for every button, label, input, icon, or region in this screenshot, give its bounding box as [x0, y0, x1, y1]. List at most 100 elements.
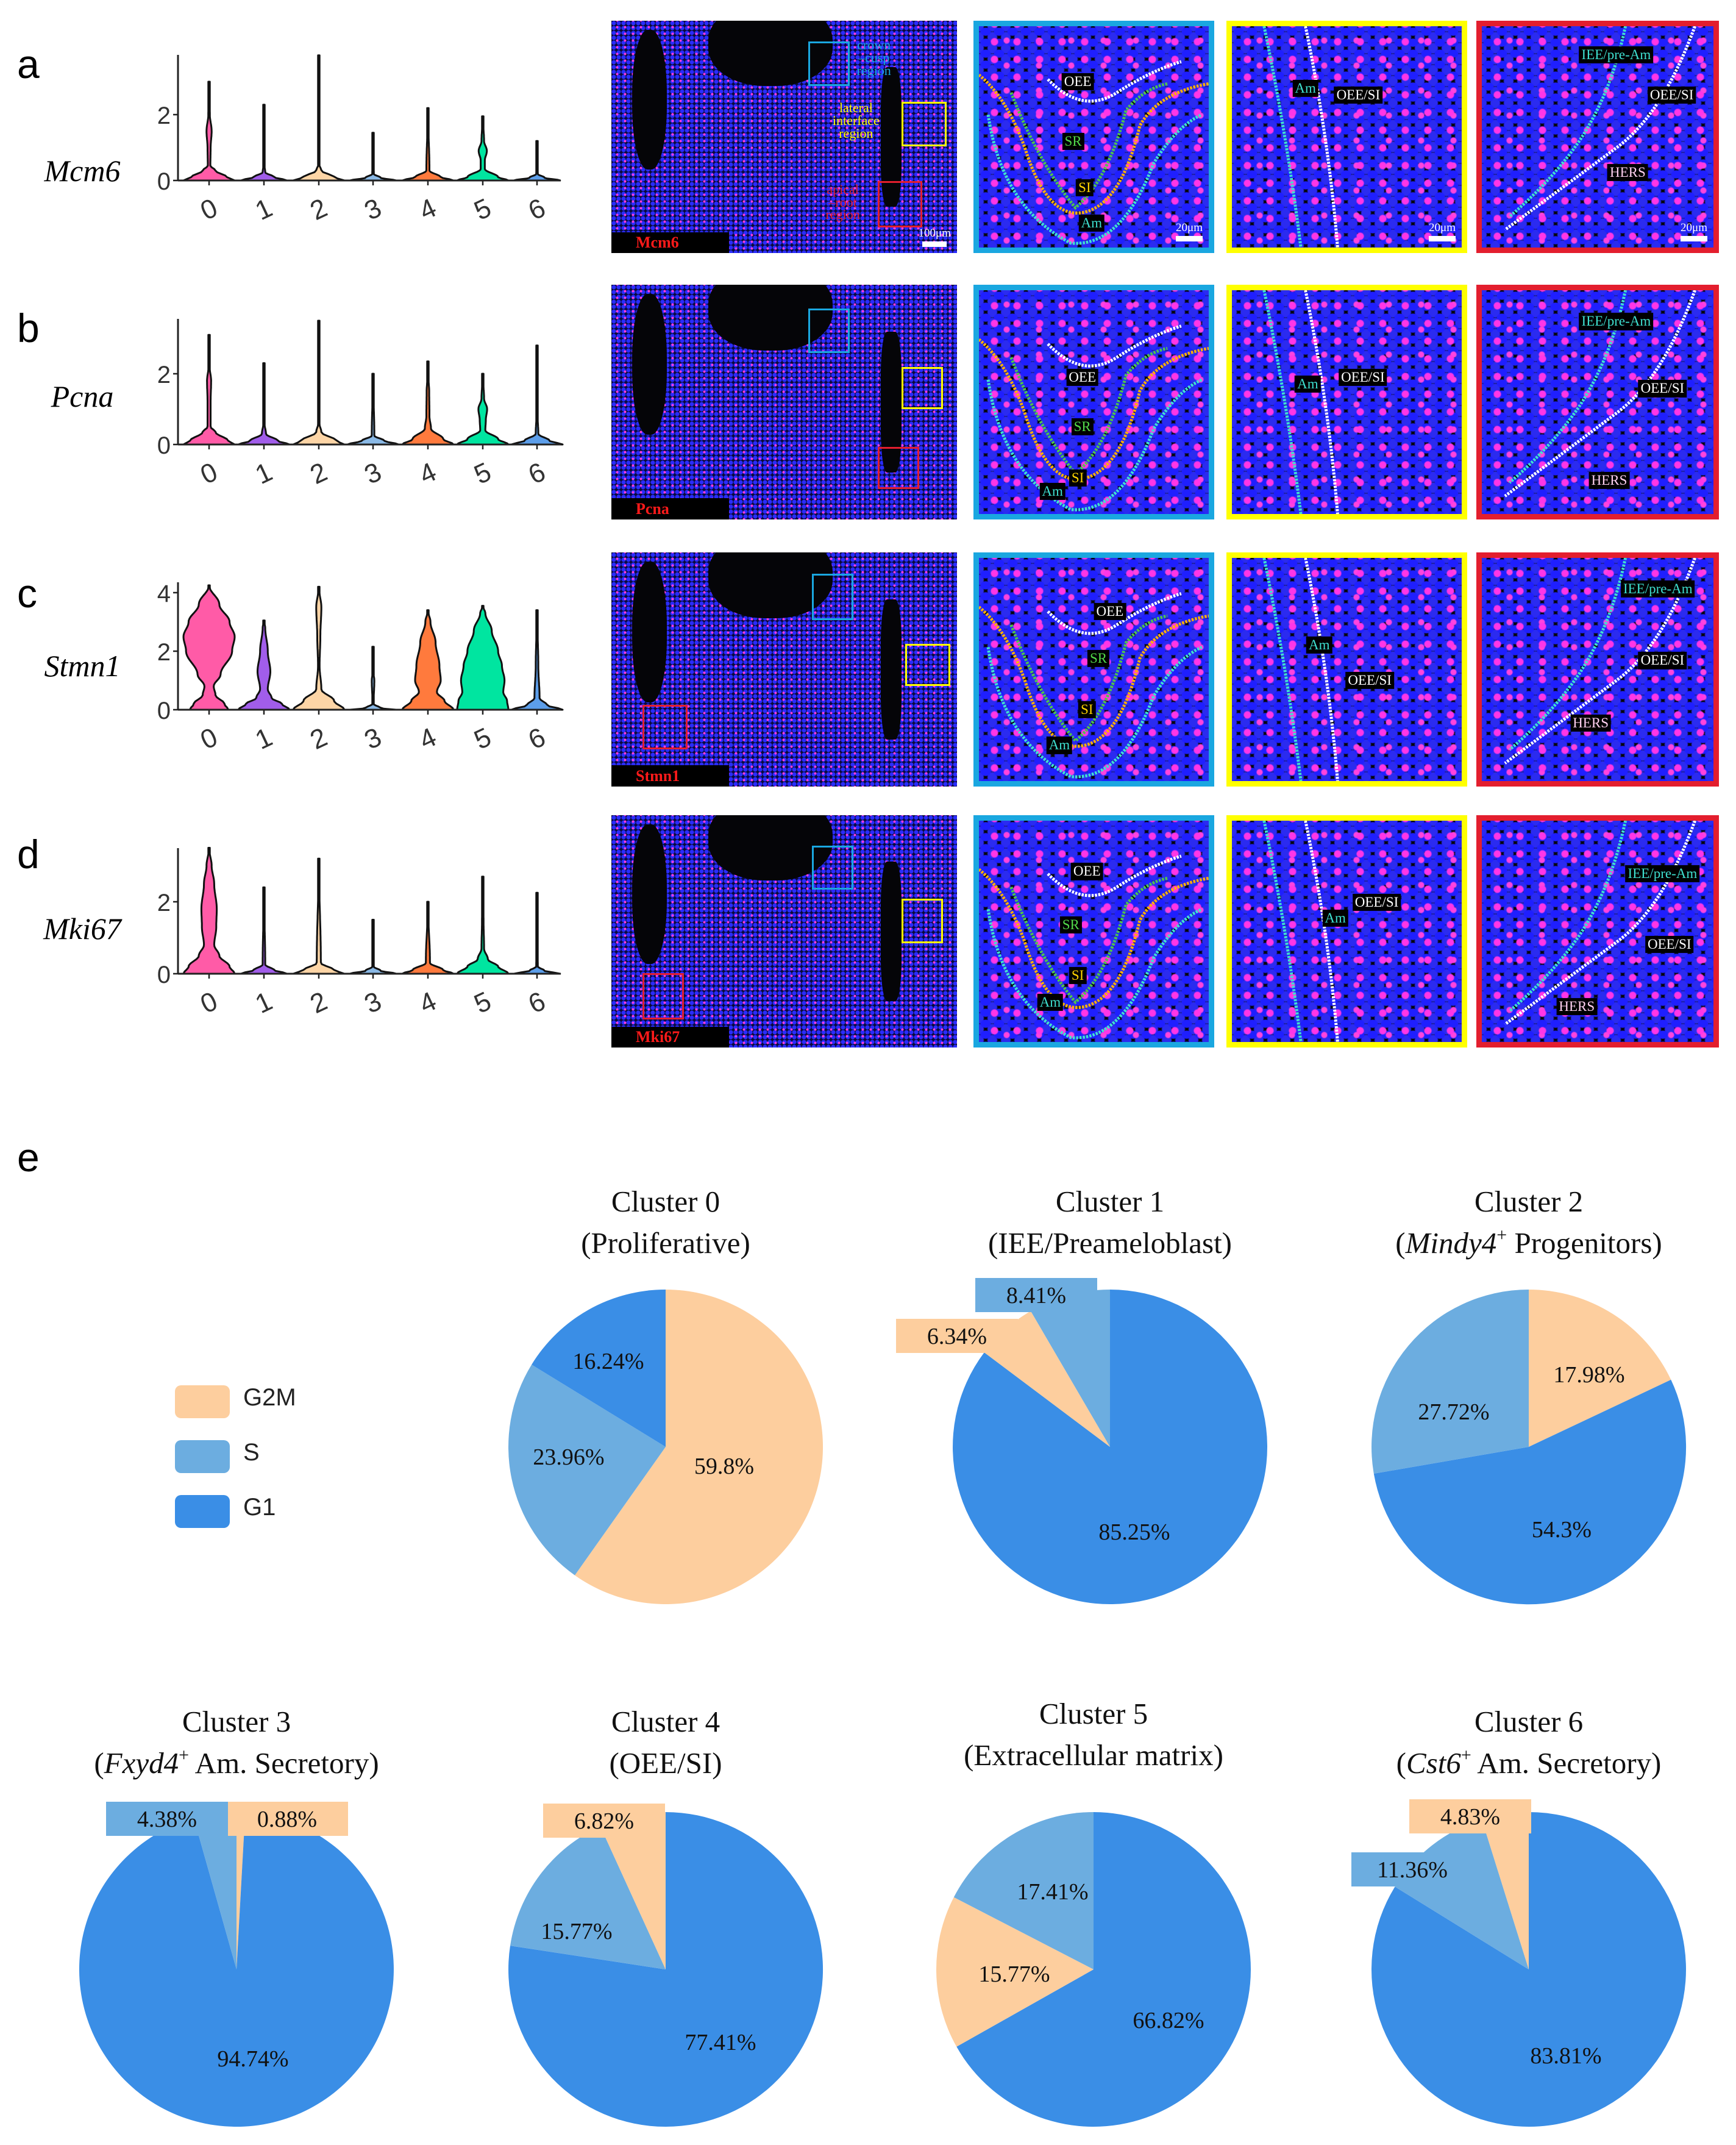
pie-subtitle: (Proliferative): [581, 1226, 750, 1260]
tissue-label-sr: SR: [1087, 649, 1110, 667]
subtitle-text: (Proliferative): [581, 1226, 750, 1260]
gene-stain-label: Stmn1: [611, 765, 729, 787]
x-tick-label: 2: [305, 986, 332, 1019]
y-tick-label: 0: [157, 168, 171, 195]
violin-cluster-3: [349, 919, 397, 975]
pie-chart-cluster-1: Cluster 1 (IEE/Preameloblast) 85.25% 6.34% 8…: [896, 1185, 1268, 1604]
tissue-cavity: [708, 21, 833, 86]
panel-letter-a: a: [17, 41, 40, 87]
crown-region-box: [808, 41, 850, 86]
tissue-label-iee-pre-am: IEE/pre-Am: [1620, 580, 1695, 598]
scale-bar-line: [922, 241, 947, 247]
y-tick-label: 2: [157, 102, 171, 129]
scale-bar-label: 20μm: [1681, 221, 1707, 234]
dashed-boundary: [1306, 290, 1338, 514]
apical-zoom-panel: IEE/pre-Am OEE/SI HERS: [1476, 285, 1719, 519]
pie-chart-cluster-5: Cluster 5 (Extracellular matrix) 66.82% 15.…: [936, 1697, 1251, 2127]
pie-chart-cluster-6: Cluster 6 (Cst6+ Am. Secretory) 83.81% 11.3…: [1351, 1705, 1686, 2127]
gene-label-pcna: Pcna: [51, 379, 114, 413]
violin-cluster-1: [240, 886, 288, 975]
boundary-lines: [979, 26, 1209, 248]
pie-chart-cluster-4: Cluster 4 (OEE/SI) 77.41% 15.77% 6.82%: [508, 1705, 824, 2127]
gene-label-mki67: Mki67: [43, 912, 121, 946]
x-tick-label: 4: [414, 722, 441, 755]
subtitle-text: Progenitors): [1507, 1226, 1662, 1260]
tissue-label-sr: SR: [1062, 132, 1084, 150]
dashed-boundary: [1048, 594, 1181, 634]
pie-chart-cluster-0: Cluster 0 (Proliferative) 59.8% 23.96% 16.24…: [508, 1185, 824, 1604]
tissue-label-am: Am: [1078, 214, 1105, 232]
x-tick-label: 1: [251, 193, 277, 226]
pie-slice-s: [1030, 1290, 1110, 1447]
tissue-label-oee-si: OEE/SI: [1345, 672, 1394, 690]
violin-cluster-2: [292, 319, 346, 446]
x-tick-label: 5: [469, 722, 496, 755]
pie-chart-cluster-3: Cluster 3 (Fxyd4+ Am. Secretory) 0.88% 94.7…: [79, 1705, 394, 2127]
x-tick-label: 1: [251, 457, 277, 490]
tissue-label-oee: OEE: [1066, 369, 1098, 387]
pie-label-box: [1409, 1799, 1531, 1833]
subtitle-gene: Fxyd4: [104, 1746, 179, 1780]
dashed-boundary: [979, 607, 1209, 747]
dashed-boundary: [1048, 62, 1181, 101]
crown-zoom-panel: OEE SR SI Am: [973, 285, 1214, 519]
violin-cluster-2: [292, 857, 346, 975]
pie-slice-g2m: [237, 1812, 246, 1969]
tissue-label-iee-pre-am: IEE/pre-Am: [1579, 46, 1654, 64]
apical-zoom-panel: IEE/pre-Am OEE/SI HERS 20μm: [1476, 21, 1719, 253]
lateral-region-box: [905, 643, 950, 686]
dashed-boundary: [979, 869, 1209, 1008]
violin-cluster-1: [237, 362, 291, 446]
violin-cluster-6: [510, 344, 564, 446]
subtitle-gene: Cst6: [1406, 1746, 1461, 1780]
y-tick-label: 2: [157, 362, 171, 388]
pie-subtitle: (Fxyd4+ Am. Secretory): [94, 1745, 379, 1780]
violin-cluster-4: [401, 609, 455, 711]
tissue-cavity: [881, 599, 902, 740]
apical-zoom-panel: IEE/pre-Am OEE/SI HERS: [1476, 815, 1719, 1048]
pie-slice-g1: [1371, 1812, 1686, 2127]
dashed-boundary: [1510, 26, 1626, 216]
pie-slice-label: 17.41%: [1017, 1879, 1088, 1905]
x-tick-label: 0: [196, 457, 222, 490]
pie-slice-label: 15.77%: [978, 1961, 1050, 1987]
dashed-boundary: [988, 647, 1202, 777]
violin-cluster-2: [292, 54, 346, 182]
legend-swatch-g2m: [175, 1385, 230, 1418]
subtitle-text: (: [1396, 1746, 1406, 1780]
scale-bar-label: 20μm: [1429, 221, 1456, 234]
x-tick-label: 0: [196, 722, 222, 755]
dashed-boundary: [1306, 821, 1338, 1042]
apical-zoom-panel: IEE/pre-Am OEE/SI HERS: [1476, 552, 1719, 787]
y-tick-label: 4: [157, 580, 171, 607]
pie-slice-g1: [79, 1812, 394, 2127]
tissue-label-oee: OEE: [1070, 863, 1103, 880]
crown-region-label: crown –cusp region: [856, 37, 891, 79]
overview-image-mki67: Mki67: [611, 815, 957, 1048]
pie-title: Cluster 5: [1039, 1697, 1148, 1730]
pie-subtitle: (Extracellular matrix): [964, 1738, 1223, 1772]
scale-bar: 20μm: [1429, 221, 1456, 241]
gene-stain-label: Mcm6: [611, 232, 729, 253]
pie-slice-label: 85.25%: [1098, 1519, 1170, 1545]
legend-swatch-g1: [175, 1495, 230, 1528]
lateral-region-box: [902, 366, 944, 410]
pie-slice-label: 4.83%: [1440, 1804, 1500, 1830]
lateral-zoom-panel: Am OEE/SI: [1226, 285, 1467, 519]
crown-region-box: [811, 845, 853, 890]
tissue-label-sr: SR: [1071, 418, 1094, 435]
x-tick-label: 5: [469, 986, 496, 1019]
violin-cluster-2: [292, 585, 346, 711]
panel-letter-d: d: [17, 832, 40, 877]
dashed-boundary: [1048, 326, 1181, 366]
tissue-label-oee-si: OEE/SI: [1645, 936, 1694, 954]
pie-slice-label: 23.96%: [533, 1444, 604, 1470]
x-tick-label: 3: [360, 722, 386, 755]
x-tick-label: 3: [360, 193, 386, 226]
dashed-boundary: [1505, 26, 1695, 230]
pie-slice-label: 66.82%: [1133, 2008, 1204, 2033]
x-tick-label: 1: [251, 986, 277, 1019]
pie-subtitle: (Mindy4+ Progenitors): [1395, 1225, 1662, 1260]
dashed-boundary: [1264, 290, 1301, 514]
subtitle-text: (IEE/Preameloblast): [988, 1226, 1232, 1260]
